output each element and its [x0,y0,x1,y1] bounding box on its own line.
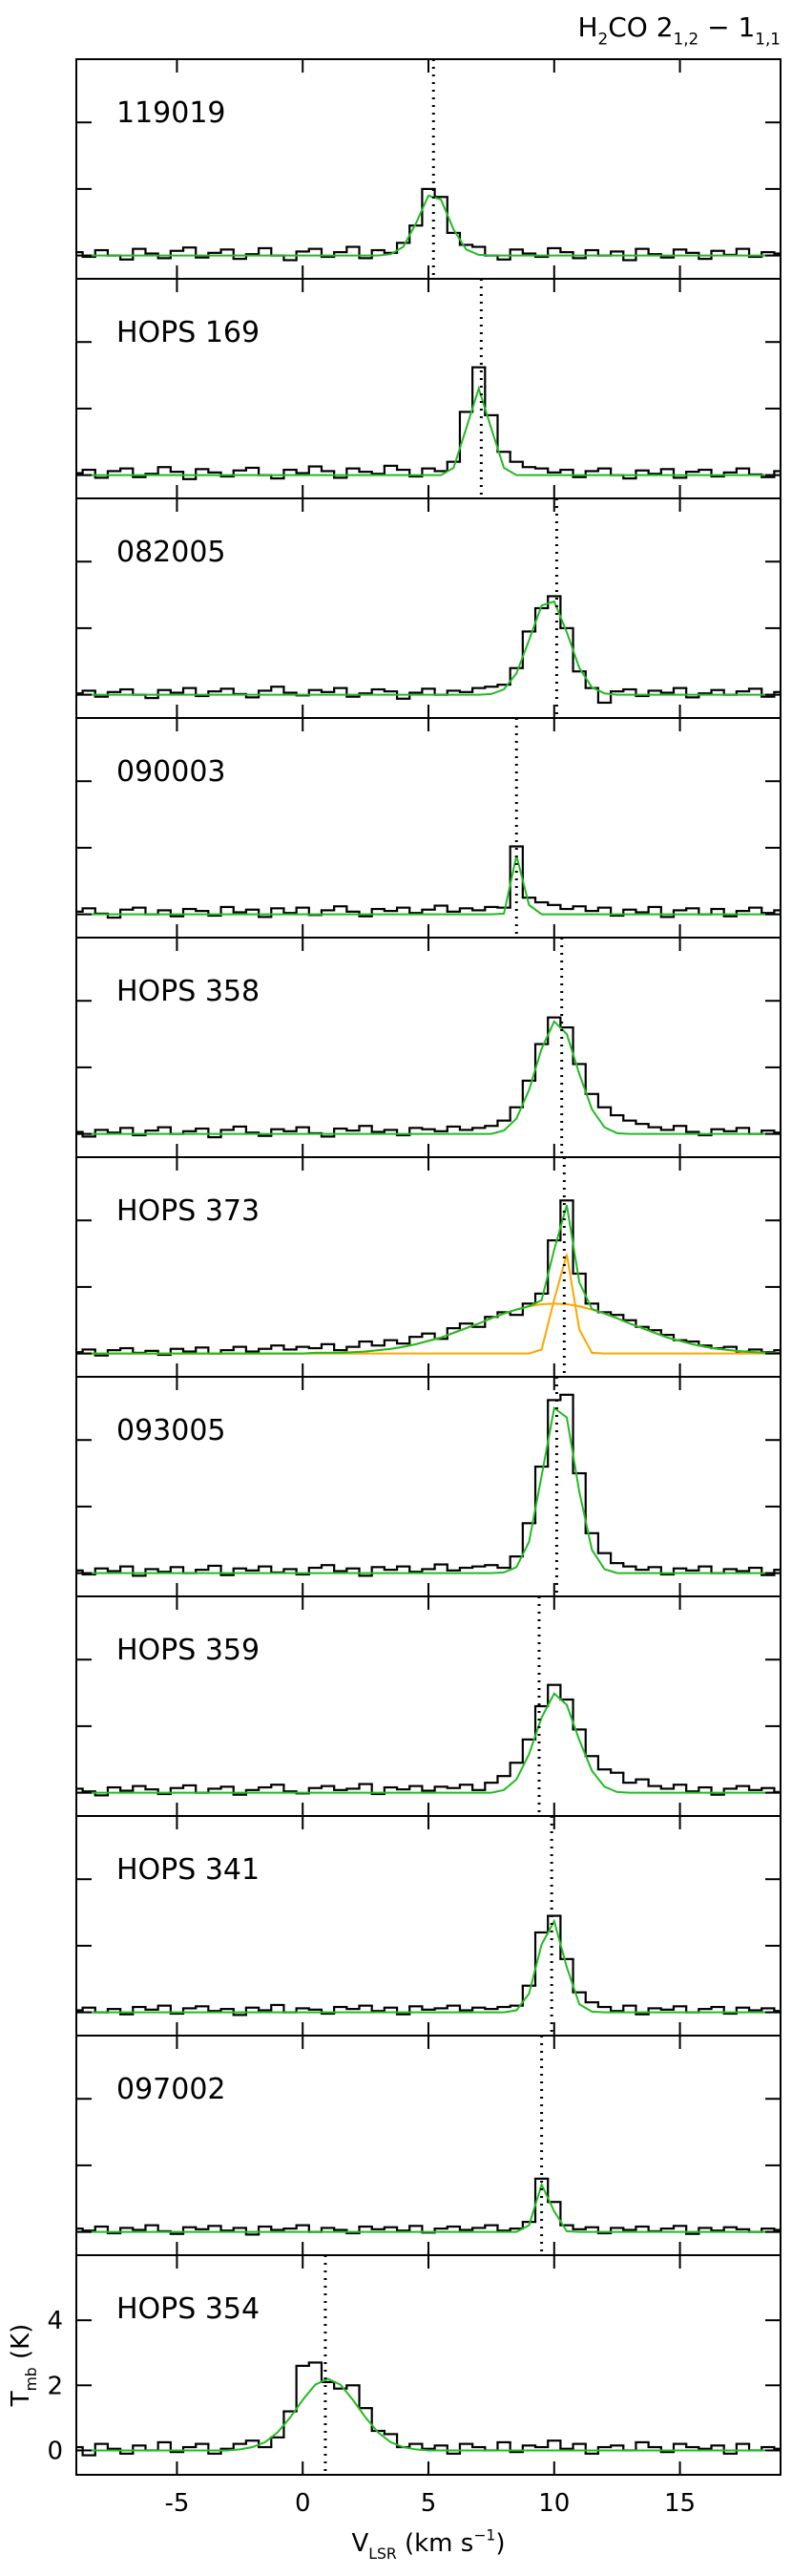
panel-plot [76,187,781,262]
panel: HOPS 169 [75,278,782,499]
fit-line [76,1692,781,1794]
fit-line [76,385,781,476]
fit-line [76,2182,781,2233]
y-tick-label: 0 [47,2437,63,2465]
step-connector [81,596,776,703]
x-axis-label-part: (km s [397,2529,474,2558]
y-axis-label-part: T [7,2391,35,2407]
panel-plot [76,1016,781,1139]
chart-title-part: CO 2 [608,11,673,43]
x-tick-label: 0 [295,2489,311,2518]
panel: 082005 [75,497,782,719]
panel-label: 082005 [116,536,226,569]
x-axis-label-part: −1 [473,2526,495,2544]
step-connector [81,2178,776,2235]
fit-line [76,2377,781,2452]
x-tick-label: 5 [421,2489,437,2518]
x-axis-label-part: V [352,2529,369,2558]
panel-frame [75,2035,782,2256]
panel-label: HOPS 341 [116,1853,260,1887]
x-axis-label: VLSR (km s−1) [352,2526,506,2563]
x-axis-label-part: LSR [368,2545,397,2563]
panel-frame [75,2254,782,2476]
panel-label: 097002 [116,2073,226,2106]
x-tick-label: 15 [664,2489,696,2518]
panel-label: HOPS 359 [116,1634,260,1667]
panel: 093005 [75,1376,782,1597]
panel-frame [75,1376,782,1597]
panel-frame [75,1595,782,1817]
step-connector [81,367,776,479]
panel-label: HOPS 354 [116,2292,260,2326]
panel-plot [76,1683,781,1797]
panel: -5 0 5 10 15 0 2 4 HOPS 354 [47,2254,782,2518]
y-axis-label: Tmb (K) [7,2324,40,2408]
panel-frame [75,1815,782,2037]
panel-label: HOPS 358 [116,975,260,1008]
panel-frame [75,497,782,719]
step-connector [81,846,776,918]
chart-title-part: − 1 [698,11,755,43]
panel: HOPS 341 [75,1815,782,2037]
panel-plot [76,1914,781,2016]
x-tick-label: 10 [538,2489,570,2518]
panel-plot [76,366,781,480]
fit-line [76,855,781,916]
panel-label: 093005 [116,1414,226,1447]
panel-plot [76,595,781,705]
step-connector [81,1915,776,2016]
x-tick-label: -5 [164,2489,189,2518]
panel-label: 090003 [116,755,226,789]
panel-frame [75,278,782,499]
panel-plot [76,1199,781,1357]
fit-line [76,1302,781,1355]
fit-line [76,1918,781,2014]
panel: 090003 [75,717,782,939]
panel-label: 119019 [116,96,226,130]
panel-frame [75,937,782,1158]
step-connector [81,1684,776,1796]
fit-line [76,600,781,696]
panel-plot [76,2361,781,2457]
panel-frame [75,717,782,939]
chart-title-part: 2 [598,29,609,48]
x-axis-label-part: ) [495,2529,505,2558]
y-tick-label: 4 [47,2307,63,2335]
panel: HOPS 359 [75,1595,782,1817]
chart-title-part: 1,2 [674,29,699,48]
y-axis-label-part: mb [23,2367,40,2391]
chart-title-part: 1,1 [755,29,781,48]
fit-line [76,1020,781,1135]
fit-line [76,194,781,257]
panel-plot [76,2177,781,2236]
y-axis-label-part: (K) [7,2324,35,2368]
fit-line [76,1406,781,1574]
panel-frame [75,58,782,280]
panel-plot [76,845,781,919]
panel: HOPS 358 [75,937,782,1158]
panel: HOPS 373 [75,1156,782,1378]
chart-title-part: H [577,11,597,43]
step-connector [81,1017,776,1138]
panel: 097002 [75,2035,782,2256]
y-tick-label: 2 [47,2372,63,2400]
panel-label: HOPS 169 [116,316,260,349]
panel-frame [75,1156,782,1378]
step-connector [81,188,776,261]
chart-title: H2CO 21,2 − 11,1 [577,11,781,48]
step-connector [81,2362,776,2456]
panel: 119019 [75,58,782,280]
panel-label: HOPS 373 [116,1194,260,1228]
fit-line [76,1204,781,1355]
